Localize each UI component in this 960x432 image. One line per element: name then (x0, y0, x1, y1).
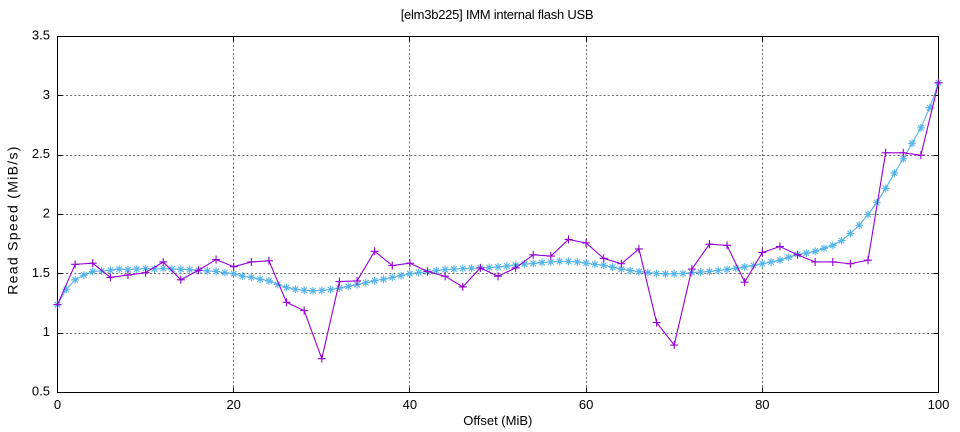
svg-text:0: 0 (54, 397, 61, 412)
svg-text:3: 3 (43, 87, 50, 102)
svg-text:Read Speed (MiB/s): Read Speed (MiB/s) (5, 145, 21, 294)
svg-text:40: 40 (403, 397, 417, 412)
svg-text:20: 20 (226, 397, 240, 412)
svg-text:80: 80 (755, 397, 769, 412)
svg-text:60: 60 (579, 397, 593, 412)
svg-text:1: 1 (43, 324, 50, 339)
svg-text:100: 100 (928, 397, 950, 412)
svg-text:0.5: 0.5 (32, 384, 50, 399)
svg-text:2: 2 (43, 206, 50, 221)
svg-text:[elm3b225] IMM internal flash: [elm3b225] IMM internal flash USB (401, 7, 594, 22)
svg-text:Offset (MiB): Offset (MiB) (463, 413, 532, 428)
svg-text:2.5: 2.5 (32, 146, 50, 161)
svg-text:1.5: 1.5 (32, 265, 50, 280)
svg-text:3.5: 3.5 (32, 28, 50, 43)
